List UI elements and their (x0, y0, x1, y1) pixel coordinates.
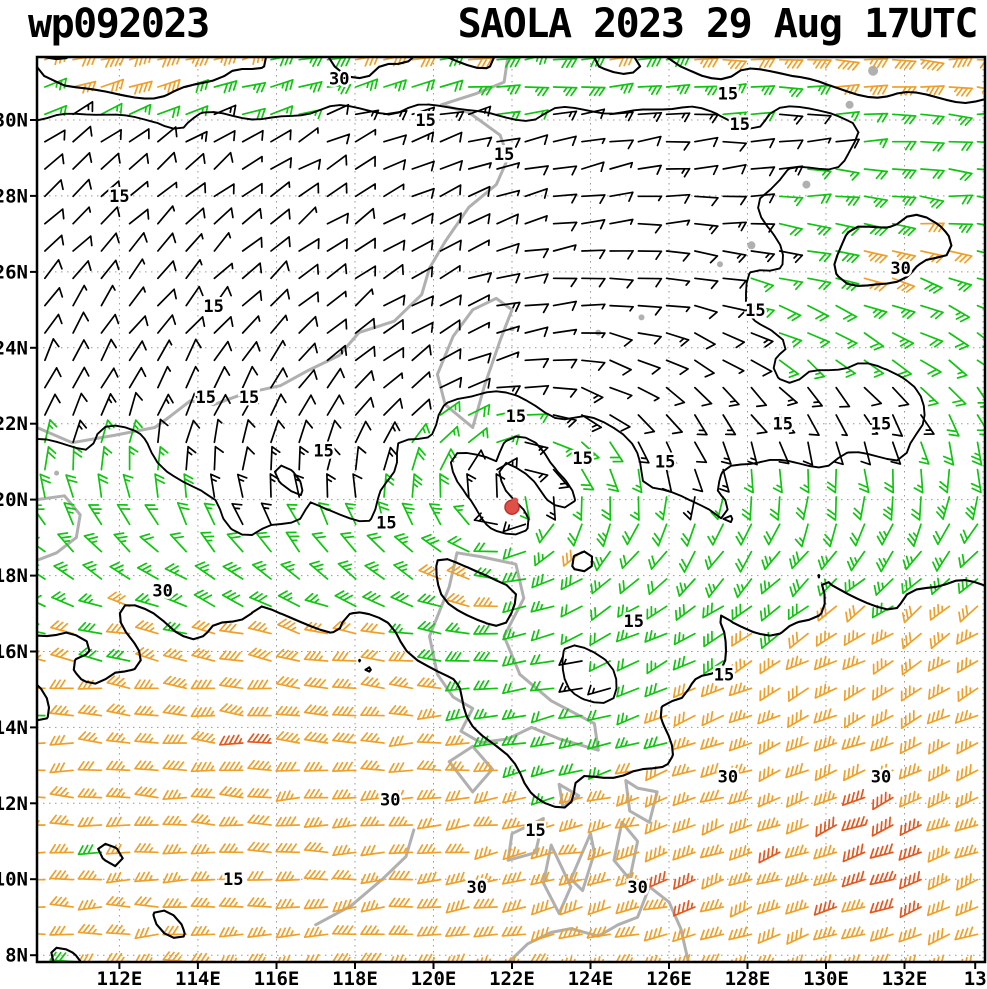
wind-barbs-extreme (218, 733, 922, 919)
contour-label: 30 (871, 768, 891, 788)
lat-tick-label: 10N (0, 869, 28, 891)
contour-label: 15 (729, 115, 749, 135)
grid-layer (37, 57, 985, 962)
contour-label-layer: 30 15 15 15 15 15 30 15 15 15 15 15 15 15 15 15 15 15 30 15… (107, 67, 914, 900)
lat-tick-label: 24N (0, 337, 28, 359)
contour-label: 15 (376, 513, 396, 533)
lon-tick-label: 126E (646, 968, 692, 989)
lon-tick-label: 130E (803, 968, 849, 989)
contour-label: 15 (655, 453, 675, 473)
axis-ticks (30, 119, 977, 969)
contour-label: 15 (525, 821, 545, 841)
island-dot (845, 100, 854, 109)
contour-label: 30 (152, 582, 172, 602)
lat-tick-label: 12N (0, 793, 28, 815)
coastline-cebu (569, 832, 596, 893)
contour-label: 15 (415, 111, 435, 131)
lon-tick-label: 116E (254, 968, 300, 989)
lon-tick-label: 13 (964, 968, 987, 989)
lon-tick-label: 128E (725, 968, 771, 989)
lat-tick-label: 18N (0, 565, 28, 587)
coastline-panay (506, 817, 545, 862)
titlebar: wp092023 SAOLA 2023 29 Aug 17UTC (0, 0, 987, 55)
contour-label: 30 (380, 791, 400, 811)
storm-center-marker (504, 497, 520, 515)
contour-label: 15 (109, 187, 129, 207)
wind-barbs-strong (37, 57, 985, 962)
coastline-mindoro (447, 744, 494, 794)
contour-label: 15 (572, 449, 592, 469)
contour-label: 30 (890, 259, 910, 279)
lon-tick-label: 120E (411, 968, 457, 989)
contour-label: 15 (494, 145, 514, 165)
contour-label: 15 (871, 415, 891, 435)
island-dot (717, 261, 723, 268)
coastline-luzon (428, 551, 600, 752)
lon-tick-label: 114E (175, 968, 221, 989)
lat-tick-label: 28N (0, 185, 28, 207)
lon-tick-label: 132E (882, 968, 928, 989)
lat-tick-label: 8N (5, 945, 28, 967)
contour-label: 15 (773, 415, 793, 435)
isotach-contour-30 (37, 57, 985, 962)
coastline-mindanao (506, 885, 690, 962)
contour-label: 30 (466, 878, 486, 898)
island-dot (802, 180, 811, 189)
contour-label: 30 (718, 768, 738, 788)
wind-barb-map: 30 15 15 15 15 15 30 15 15 15 15 15 15 15 15 15 15 15 30 15… (0, 55, 987, 989)
lon-tick-label: 118E (332, 968, 378, 989)
island-dot (638, 314, 645, 321)
wind-barbs-calm (44, 101, 935, 696)
isotach-contour-15 (37, 103, 926, 704)
typhoon-icon-lobe (511, 497, 519, 504)
contour-label: 15 (203, 297, 223, 317)
storm-name-datetime-title: SAOLA 2023 29 Aug 17UTC (457, 1, 979, 47)
lat-tick-label: 16N (0, 641, 28, 663)
lat-tick-label: 30N (0, 110, 28, 132)
coastline-samar (624, 779, 659, 824)
contour-label: 15 (239, 388, 259, 408)
lat-tick-label: 14N (0, 717, 28, 739)
coastline-hainan (37, 494, 82, 562)
lat-tick-label: 26N (0, 261, 28, 283)
island-dot (868, 65, 879, 76)
coastline-taiwan (435, 296, 514, 429)
contour-label: 15 (506, 407, 526, 427)
lon-tick-label: 122E (489, 968, 535, 989)
lon-tick-label: 124E (568, 968, 614, 989)
contour-label: 15 (745, 301, 765, 321)
coastline-negros (541, 843, 573, 915)
contour-label: 15 (714, 665, 734, 685)
contour-label: 30 (329, 69, 349, 89)
contour-label: 15 (718, 84, 738, 104)
coastline-layer (37, 57, 879, 962)
contour-label: 15 (196, 388, 216, 408)
map-area: 30 15 15 15 15 15 30 15 15 15 15 15 15 15 15 15 15 15 30 15… (0, 55, 987, 989)
island-dot (54, 470, 60, 476)
lat-tick-label: 20N (0, 489, 28, 511)
contour-label: 15 (223, 870, 243, 890)
contour-label: 15 (623, 612, 643, 632)
plot-area: 30 15 15 15 15 15 30 15 15 15 15 15 15 15 15 15 15 15 30 15… (37, 57, 985, 962)
storm-id-title: wp092023 (28, 1, 210, 47)
lat-tick-label: 22N (0, 413, 28, 435)
axis-labels: 30N 28N 26N 24N 22N 20N 18N 16N 14N 12N 10N 8N 112E 1… (0, 110, 987, 989)
lon-tick-label: 112E (97, 968, 143, 989)
island-dot (747, 241, 756, 250)
coastline-china-coast (37, 57, 510, 445)
contour-label: 30 (627, 878, 647, 898)
coastline-leyte (612, 820, 640, 881)
contour-label: 15 (313, 441, 333, 461)
